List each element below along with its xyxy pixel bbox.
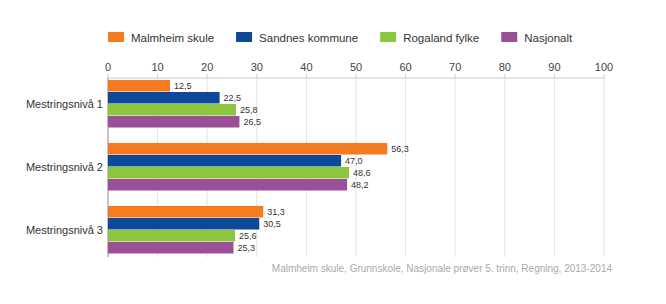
data-label: 25,3 [237, 243, 255, 253]
legend-swatch [236, 32, 252, 42]
tick-mark [554, 74, 555, 78]
legend-label: Sandnes kommune [259, 32, 358, 44]
bars [108, 80, 387, 254]
tick-mark [207, 74, 208, 78]
data-label: 12,5 [174, 81, 192, 91]
grid-line [455, 78, 456, 257]
tick-mark [256, 74, 257, 78]
data-label: 31,3 [267, 207, 285, 217]
legend-swatch [501, 32, 517, 42]
legend: Malmheim skule Sandnes kommune Rogaland fy… [108, 32, 573, 44]
data-label: 48,2 [351, 180, 369, 190]
tick-label: 90 [548, 61, 560, 73]
bar [108, 92, 220, 104]
bar [108, 143, 387, 155]
data-label: 56,3 [391, 144, 409, 154]
tick-mark [604, 74, 605, 78]
data-label: 22,5 [224, 93, 242, 103]
data-label: 48,6 [353, 168, 371, 178]
data-label: 26,5 [243, 117, 261, 127]
caption: Malmheim skule, Grunnskole, Nasjonale pr… [272, 263, 613, 274]
tick-label: 40 [300, 61, 312, 73]
tick-label: 100 [595, 61, 613, 73]
bar [108, 116, 239, 128]
category-label: Mestringsnivå 1 [26, 98, 103, 110]
category-label: Mestringsnivå 3 [26, 224, 103, 236]
legend-swatch [380, 32, 396, 42]
tick-label: 70 [449, 61, 461, 73]
bar [108, 206, 263, 218]
tick-label: 0 [105, 61, 111, 73]
tick-mark [504, 74, 505, 78]
data-label: 30,5 [263, 219, 281, 229]
x-axis [108, 78, 604, 79]
legend-label: Rogaland fylke [403, 32, 479, 44]
legend-label: Malmheim skule [131, 32, 214, 44]
tick-label: 30 [251, 61, 263, 73]
grid-line [554, 78, 555, 257]
legend-swatch [108, 32, 124, 42]
tick-label: 20 [201, 61, 213, 73]
bar [108, 155, 341, 167]
category-label: Mestringsnivå 2 [26, 161, 103, 173]
grid: 0 10 20 30 40 50 60 70 80 90 100 [105, 61, 613, 257]
legend-label: Nasjonalt [524, 32, 573, 44]
grid-line [504, 78, 505, 257]
tick-mark [455, 74, 456, 78]
bar [108, 242, 233, 254]
tick-mark [157, 74, 158, 78]
bar [108, 104, 236, 116]
tick-mark [108, 74, 109, 78]
data-label: 47,0 [345, 156, 363, 166]
bar [108, 218, 259, 230]
tick-label: 80 [499, 61, 511, 73]
bar [108, 80, 170, 92]
bar [108, 179, 347, 191]
tick-mark [405, 74, 406, 78]
data-label: 25,6 [239, 231, 257, 241]
grid-line [405, 78, 406, 257]
grid-line [604, 78, 605, 257]
tick-mark [306, 74, 307, 78]
tick-label: 10 [151, 61, 163, 73]
bar [108, 167, 349, 179]
tick-mark [356, 74, 357, 78]
tick-label: 60 [399, 61, 411, 73]
tick-label: 50 [350, 61, 362, 73]
labels: Mestringsnivå 1 12,5 22,5 25,8 26,5 Mestrings… [26, 81, 409, 253]
data-label: 25,8 [240, 105, 258, 115]
bar [108, 230, 235, 242]
chart: 0 10 20 30 40 50 60 70 80 90 100 Mestringsnivå 1 12,… [0, 0, 666, 304]
